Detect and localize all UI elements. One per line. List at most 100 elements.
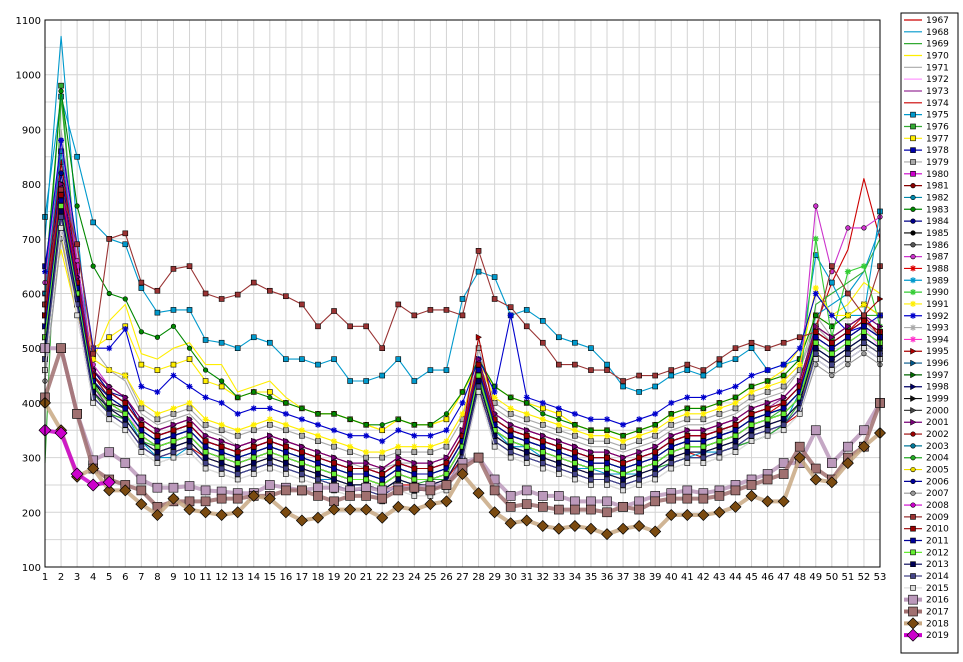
data-point (234, 345, 241, 352)
data-point (764, 345, 771, 352)
series-1991 (42, 235, 883, 456)
legend-label: 2011 (926, 537, 949, 547)
data-point (218, 443, 225, 450)
data-point (202, 290, 209, 297)
y-tick-label: 700 (22, 235, 41, 246)
data-point (58, 197, 64, 204)
data-point (780, 421, 787, 428)
data-point (122, 372, 129, 379)
data-point (556, 427, 562, 434)
legend-label: 1996 (926, 359, 949, 369)
data-point (443, 367, 450, 373)
legend-marker (910, 561, 916, 567)
data-point (636, 476, 642, 483)
data-point (700, 443, 707, 450)
data-point (475, 378, 482, 384)
data-point (363, 378, 369, 384)
data-point (186, 263, 193, 269)
data-point (314, 432, 321, 439)
data-point (411, 432, 418, 439)
legend-label: 1995 (926, 347, 949, 357)
data-point (250, 449, 257, 455)
data-point (58, 225, 64, 231)
data-point (202, 416, 209, 423)
data-point (748, 432, 755, 439)
data-point (186, 427, 193, 434)
data-point (443, 411, 450, 417)
data-point (218, 399, 225, 406)
legend-label: 2004 (926, 454, 949, 464)
data-point (299, 471, 305, 477)
data-point (764, 367, 771, 374)
data-point (636, 460, 642, 466)
data-point (219, 378, 225, 384)
data-point (523, 323, 530, 330)
data-point (90, 356, 97, 363)
data-point (620, 433, 626, 439)
data-point (572, 449, 578, 455)
data-point (154, 287, 161, 294)
data-point (299, 301, 305, 308)
legend-marker (910, 490, 916, 496)
x-tick-label: 33 (552, 572, 565, 583)
data-point (857, 440, 870, 453)
data-point (267, 449, 273, 455)
data-point (267, 389, 273, 395)
legend-item: 2018 (904, 617, 949, 629)
data-point (234, 291, 241, 298)
data-point (347, 416, 353, 422)
data-point (347, 459, 354, 467)
legend-item: 2014 (904, 572, 949, 582)
x-tick-label: 52 (858, 572, 871, 583)
x-tick-label: 42 (697, 572, 710, 583)
data-point (90, 219, 96, 226)
data-point (507, 454, 514, 461)
data-point (780, 383, 787, 390)
data-point (556, 460, 562, 466)
data-point (218, 460, 225, 466)
data-point (491, 274, 498, 280)
data-point (379, 372, 386, 379)
x-tick-label: 45 (745, 572, 758, 583)
data-point (732, 421, 739, 428)
legend-marker (910, 443, 916, 449)
data-point (170, 372, 177, 379)
data-point (216, 493, 227, 504)
data-point (106, 411, 113, 417)
data-point (845, 356, 851, 362)
legend-marker (910, 395, 917, 402)
data-point (523, 410, 530, 417)
data-point (588, 367, 594, 373)
data-point (154, 438, 161, 444)
data-point (507, 449, 514, 455)
data-point (584, 522, 597, 535)
data-point (411, 443, 418, 450)
x-tick-label: 20 (344, 572, 357, 583)
data-point (186, 383, 193, 390)
data-point (604, 438, 610, 444)
data-point (537, 491, 548, 501)
legend-marker (910, 206, 916, 212)
data-point (764, 432, 771, 439)
legend-item: 1992 (904, 312, 949, 322)
y-tick-label: 300 (22, 454, 41, 465)
legend-item: 2011 (904, 537, 949, 547)
legend-label: 2008 (926, 501, 949, 511)
data-point (427, 432, 434, 439)
data-point (379, 449, 386, 456)
legend-item: 1984 (904, 217, 949, 227)
data-point (746, 480, 757, 490)
data-point (234, 410, 241, 417)
data-point (556, 411, 562, 417)
data-point (588, 427, 594, 433)
data-point (586, 496, 596, 507)
data-point (250, 465, 257, 472)
y-tick-label: 200 (22, 508, 41, 519)
data-point (265, 480, 275, 490)
x-tick-label: 2 (58, 572, 64, 583)
legend-label: 1971 (926, 63, 949, 73)
data-point (473, 452, 484, 463)
data-point (475, 389, 482, 395)
legend-marker (910, 254, 916, 260)
data-point (684, 443, 691, 450)
